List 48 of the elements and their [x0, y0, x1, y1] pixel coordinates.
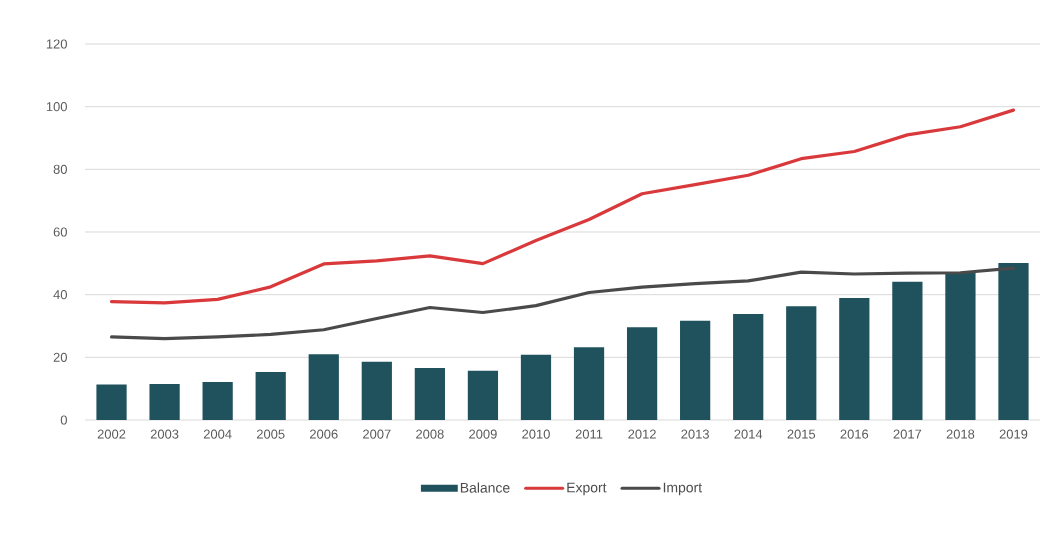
x-tick-label: 2005 — [256, 429, 285, 439]
x-tick-label: 2018 — [946, 429, 975, 439]
bar — [733, 314, 764, 420]
y-tick-label: 60 — [53, 227, 67, 237]
bar — [998, 263, 1029, 420]
x-tick-label: 2004 — [203, 429, 232, 439]
bar — [361, 361, 392, 420]
bar — [626, 327, 658, 420]
x-tick-label: 2014 — [734, 429, 763, 439]
legend-label: Export — [567, 482, 607, 496]
bar — [255, 372, 286, 420]
bar — [520, 354, 552, 420]
x-tick-label: 2019 — [999, 429, 1028, 439]
bar — [96, 384, 127, 420]
y-tick-label: 80 — [53, 164, 67, 174]
y-tick-label: 0 — [60, 415, 67, 425]
bar — [149, 383, 180, 420]
bar — [786, 306, 817, 420]
legend-label: Import — [663, 482, 702, 496]
x-tick-label: 2002 — [97, 429, 126, 439]
x-tick-label: 2017 — [893, 429, 922, 439]
legend-label: Balance — [460, 482, 510, 493]
y-tick-label: 120 — [46, 39, 67, 49]
x-tick-label: 2007 — [363, 429, 391, 439]
bar — [573, 347, 605, 420]
bar — [680, 320, 711, 420]
x-tick-label: 2008 — [416, 429, 444, 439]
x-tick-label: 2009 — [469, 429, 497, 439]
bar — [467, 370, 499, 420]
y-tick-label: 20 — [53, 352, 67, 362]
y-tick-label: 40 — [53, 290, 67, 300]
bar — [308, 354, 339, 420]
x-tick-label: 2011 — [575, 429, 603, 439]
x-tick-label: 2012 — [628, 429, 656, 439]
x-tick-label: 2016 — [840, 429, 869, 439]
bar — [945, 272, 976, 420]
bar — [892, 281, 923, 420]
line-series — [109, 108, 1016, 305]
x-tick-label: 2010 — [522, 429, 550, 439]
bar — [202, 382, 233, 420]
x-tick-label: 2013 — [681, 429, 709, 439]
x-tick-label: 2003 — [150, 429, 179, 439]
bar — [414, 367, 445, 420]
x-tick-label: 2015 — [787, 429, 816, 439]
line-series — [109, 266, 1016, 341]
bar — [839, 298, 870, 420]
y-tick-label: 100 — [46, 102, 67, 112]
x-tick-label: 2006 — [310, 429, 338, 439]
